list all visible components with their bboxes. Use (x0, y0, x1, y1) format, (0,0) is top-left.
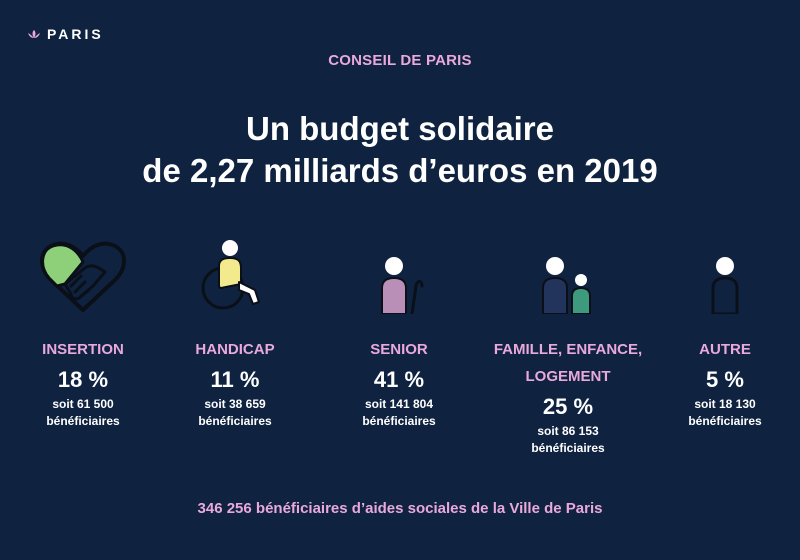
category-label-line-1: FAMILLE, ENFANCE, (493, 341, 643, 358)
category-unit: bénéficiaires (198, 414, 272, 428)
category-label: AUTRE (699, 341, 751, 358)
category-famille: FAMILLE, ENFANCE, LOGEMENT 25 % soit 86 … (488, 232, 648, 456)
category-senior: SENIOR 41 % soit 141 804 bénéficiaires (319, 232, 479, 429)
category-handicap: HANDICAP 11 % soit 38 659 bénéficiaires (155, 232, 315, 429)
category-unit: bénéficiaires (46, 414, 120, 428)
lotus-icon (28, 30, 40, 38)
category-label-line-2: LOGEMENT (525, 368, 611, 385)
category-count: soit 141 804 (364, 397, 434, 411)
category-unit: bénéficiaires (531, 441, 605, 455)
category-unit: bénéficiaires (362, 414, 436, 428)
title-line-1: Un budget solidaire (245, 110, 555, 147)
category-percent: 18 % (57, 367, 109, 392)
category-count: soit 61 500 (52, 397, 114, 411)
footer-total: 346 256 bénéficiaires d’aides sociales d… (197, 500, 603, 517)
paris-logo[interactable]: PARIS (27, 26, 104, 42)
category-count: soit 38 659 (204, 397, 266, 411)
category-autre: AUTRE 5 % soit 18 130 bénéficiaires (645, 232, 800, 429)
category-count: soit 86 153 (537, 424, 599, 438)
wheelchair-icon (201, 240, 260, 310)
category-insertion: INSERTION 18 % soit 61 500 bénéficiaires (3, 232, 163, 429)
handshake-heart-icon (40, 241, 126, 312)
page-title: Un budget solidaire de 2,27 milliards d’… (0, 108, 800, 192)
category-label: INSERTION (42, 341, 124, 358)
category-percent: 25 % (542, 394, 594, 419)
category-percent: 5 % (706, 367, 744, 392)
category-unit: bénéficiaires (688, 414, 762, 428)
person-icon (711, 257, 739, 314)
category-label: SENIOR (370, 341, 428, 358)
senior-cane-icon (381, 257, 424, 314)
logo-text: PARIS (47, 26, 104, 42)
family-icon (542, 257, 591, 314)
category-label: FAMILLE, ENFANCE, LOGEMENT (488, 336, 648, 390)
category-percent: 11 % (210, 367, 260, 392)
category-label: HANDICAP (195, 341, 275, 358)
title-line-2: de 2,27 milliards d’euros en 2019 (142, 152, 658, 189)
category-count: soit 18 130 (694, 397, 756, 411)
category-percent: 41 % (373, 367, 425, 392)
kicker: CONSEIL DE PARIS (328, 52, 472, 69)
